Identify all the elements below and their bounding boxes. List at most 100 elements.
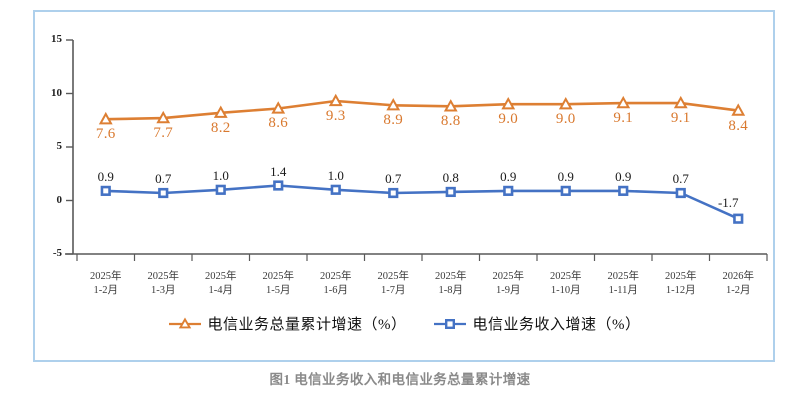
y-axis-tick-label: 5 [56,140,63,152]
figure-caption: 图1 电信业务收入和电信业务总量累计增速 [269,372,531,387]
x-axis-tick-label: 2025年 1-2月 [77,270,135,298]
square-marker-icon [215,184,226,195]
data-label-revenue: 0.9 [97,168,114,184]
x-axis-tick-label-line: 2025年 [377,271,410,282]
x-axis-tick-label-line: 2025年 [550,271,582,282]
x-axis-tick-label-line: 2026年 [722,271,755,282]
triangle-marker-icon [328,93,343,107]
data-label-total: 8.2 [210,119,231,136]
series-revenue-line [100,180,744,224]
chart-axes [65,39,768,261]
data-label-total: 9.1 [613,110,634,127]
x-axis-tick-label-line: 1-5月 [266,285,291,296]
square-marker-icon [503,185,514,196]
x-axis-tick-label: 2025年 1-6月 [307,270,365,298]
x-axis-tick-label-line: 1-6月 [323,285,349,296]
square-marker-icon [158,187,169,199]
triangle-marker-icon [673,95,688,109]
data-label-revenue: 0.9 [500,168,517,184]
x-axis-tick-label: 2025年 1-9月 [480,270,538,298]
data-label-revenue: 0.7 [672,171,689,186]
x-axis-tick-label-line: 2025年 [147,271,180,282]
data-label-revenue: 1.0 [212,167,229,183]
chart-frame: 15 10 5 0 -5 2025年 1-2月 2025年 1-3月 2025年 1-4月 2025年… [33,10,775,362]
x-axis-tick-label-line: 2025年 [320,271,352,282]
square-marker-icon [618,185,629,196]
x-axis-tick-label-line: 1-7月 [381,285,406,296]
triangle-marker-icon [213,105,228,118]
x-axis-tick-label-line: 2025年 [205,271,237,282]
x-axis-tick-label-line: 2025年 [665,271,697,282]
data-label-total: 9.0 [498,111,519,128]
triangle-marker-icon [501,96,516,110]
square-marker-icon [733,213,744,224]
data-label-total: 9.3 [325,107,346,124]
x-axis-tick-label-line: 1-4月 [208,285,234,296]
data-label-total: 8.8 [440,113,461,130]
x-axis-tick-label-line: 1-12月 [665,285,696,296]
y-axis-tick-label: 10 [51,86,62,99]
x-axis-tick-label-line: 2025年 [262,271,295,282]
data-label-revenue: 0.9 [615,168,632,184]
x-axis-tick-label-line: 1-9月 [496,285,521,296]
legend-item-revenue[interactable]: 电信业务收入增速（%） [433,313,641,334]
square-marker-icon [273,180,284,191]
x-axis-tick-label-line: 1-8月 [438,285,464,296]
x-axis-tick-label-line: 2025年 [492,271,525,282]
x-axis-tick-label: 2025年 1-12月 [652,270,710,298]
triangle-marker-icon [271,101,286,114]
data-label-revenue: 1.4 [270,163,287,179]
legend-item-total[interactable]: 电信业务总量累计增速（%） [168,313,407,334]
data-label-revenue: -1.7 [717,194,739,210]
chart-plot-area [65,39,768,261]
y-axis-tick-label: -5 [52,247,62,259]
triangle-marker-icon [443,99,458,112]
data-label-revenue: 0.8 [442,169,459,185]
x-axis-tick-label-line: 2025年 [90,271,122,282]
data-label-revenue: 0.9 [557,168,574,184]
chart-legend: 电信业务总量累计增速（%） 电信业务收入增速（%） [33,313,775,334]
y-axis-tick-label: 15 [51,33,62,45]
x-axis-tick-label-line: 1-2月 [93,285,119,296]
data-label-total: 8.6 [268,115,289,132]
x-axis-tick-label-line: 2025年 [435,271,467,282]
square-marker-icon [330,184,341,195]
x-axis-tick-label: 2025年 1-7月 [365,270,423,298]
data-label-revenue: 0.7 [155,171,172,186]
triangle-marker-icon [731,103,746,116]
x-axis-tick-label: 2025年 1-3月 [135,270,193,298]
triangle-marker-icon [386,98,401,111]
data-label-total: 9.0 [555,111,576,128]
triangle-marker-icon [558,96,573,110]
triangle-marker-icon [616,95,631,109]
x-axis-tick-label-line: 1-10月 [550,285,581,296]
square-marker-icon [388,187,399,199]
data-label-revenue: 1.0 [327,167,344,183]
triangle-marker-icon [168,316,201,328]
square-marker-icon [445,186,456,198]
x-axis-tick-label-line: 1-11月 [608,285,638,296]
y-axis-tick-label: 0 [56,193,63,206]
data-label-revenue: 0.7 [385,171,402,186]
x-axis-tick-label-line: 1-3月 [151,285,176,296]
x-axis-tick-label: 2025年 1-10月 [537,270,595,298]
x-axis-tick-label-line: 2025年 [607,271,640,282]
x-axis-tick-label: 2025年 1-11月 [595,270,653,298]
data-label-total: 8.9 [383,112,404,129]
square-marker-icon [560,185,571,196]
data-label-total: 7.7 [153,125,174,142]
x-axis-tick-label: 2025年 1-4月 [192,270,250,298]
legend-label: 电信业务总量累计增速（%） [207,317,407,333]
data-label-total: 7.6 [95,126,116,143]
triangle-marker-icon [98,111,113,125]
data-label-total: 8.4 [728,117,749,134]
x-axis-tick-label-line: 1-2月 [726,285,751,296]
triangle-marker-icon [156,110,171,124]
x-axis-tick-label: 2025年 1-5月 [250,270,308,298]
data-label-total: 9.1 [670,110,691,127]
legend-label: 电信业务收入增速（%） [472,317,641,333]
square-marker-icon [100,185,111,196]
square-marker-icon [433,318,466,329]
series-total-line [98,93,746,125]
